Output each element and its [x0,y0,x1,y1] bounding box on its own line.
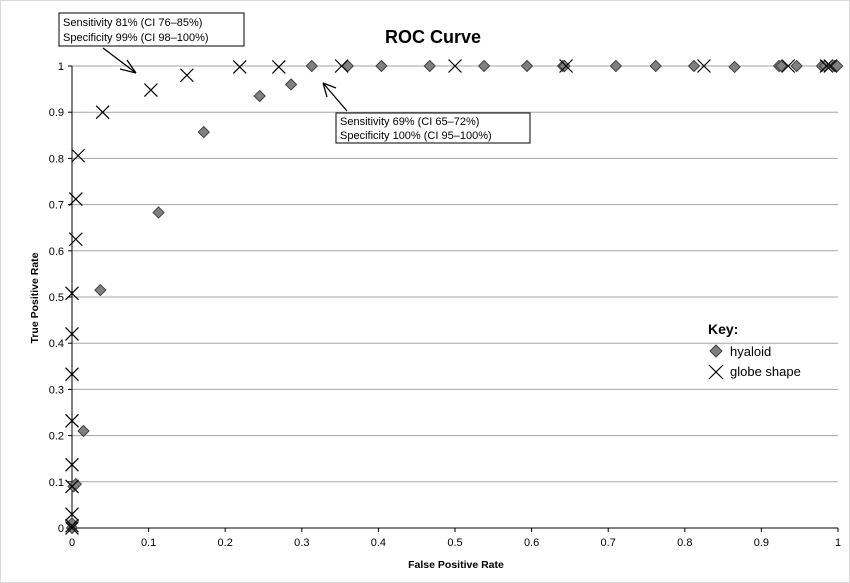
globe-shape-point-0 [65,521,79,535]
annotation-2: Sensitivity 69% (CI 65–72%) Specificity … [322,82,531,144]
hyaloid-point-4 [77,424,90,438]
globe-shape-point-2 [65,507,79,522]
annotation-2-box [335,112,531,144]
hyaloid-point-15 [520,59,534,73]
annotation-1-arrow [102,47,137,74]
annotation-1-line-1: Sensitivity 81% (CI 76–85%) [63,17,202,29]
gridlines [72,65,838,483]
series-1 [65,59,838,535]
annotation-1-line-2: Specificity 99% (CI 98–100%) [63,32,209,44]
globe-shape-point-1 [65,518,79,533]
y-tick-label-1: 0.1 [49,477,64,489]
x-tick-label-5: 0.5 [447,537,462,549]
y-tick-label-7: 0.7 [49,200,64,212]
legend-entry-globe-shape: globe shape [730,364,801,379]
x-tick-label-4: 0.4 [371,537,386,549]
globe-shape-point-7 [65,327,79,341]
hyaloid-point-13 [423,59,436,73]
y-tick-label-0: 0 [58,523,64,535]
x-tick-label-10: 1 [835,537,841,549]
globe-shape-point-9 [68,232,83,247]
globe-shape-point-23 [823,59,838,73]
globe-shape-point-10 [68,192,83,206]
y-axis-title: True Positive Rate [29,252,41,343]
y-tick-label-10: 1 [58,61,64,73]
hyaloid-point-5 [94,283,107,297]
tick-labels: 0 0.1 0.2 0.3 0.4 0.5 0.6 0.7 0.8 0.9 1 0 0.1 0.2 0.3 0… [49,61,841,549]
hyaloid-point-6 [152,206,165,219]
x-tick-label-1: 0.1 [141,537,156,549]
hyaloid-point-18 [609,59,623,73]
x-tick-label-0: 0 [69,537,75,549]
hyaloid-point-21 [728,60,741,74]
annotation-2-line-2: Specificity 100% (CI 95–100%) [340,130,492,142]
y-tick-label-3: 0.3 [49,384,64,396]
globe-shape-point-11 [71,148,86,163]
x-tick-label-7: 0.7 [601,537,616,549]
hyaloid-point-12 [375,59,388,73]
globe-shape-point-16 [271,59,286,74]
hyaloid-point-24 [790,59,803,73]
x-tick-label-2: 0.2 [218,537,233,549]
globe-shape-point-6 [65,367,79,382]
series-0 [65,59,844,535]
y-tick-label-5: 0.5 [49,292,64,304]
legend-entry-hyaloid: hyaloid [730,344,771,359]
x-tick-label-3: 0.3 [294,537,309,549]
x-tick-label-9: 0.9 [754,537,769,549]
y-tick-label-6: 0.6 [49,246,64,258]
x-tick-label-8: 0.8 [677,537,692,549]
hyaloid-point-9 [284,78,298,91]
x-tick-label-6: 0.6 [524,537,539,549]
hyaloid-point-20 [687,59,701,73]
hyaloid-point-7 [197,125,210,139]
data-series [65,59,844,535]
hyaloid-point-14 [477,59,491,73]
globe-shape-point-13 [143,83,158,97]
hyaloid-point-8 [253,89,266,103]
annotation-1: Sensitivity 81% (CI 76–85%) Specificity … [58,12,245,74]
legend: Key: hyaloid globe shape [708,321,801,380]
hyaloid-point-10 [305,59,318,73]
globe-shape-point-5 [65,413,79,428]
annotation-2-line-1: Sensitivity 69% (CI 65–72%) [340,116,479,128]
globe-shape-point-18 [448,59,462,73]
hyaloid-point-19 [649,59,662,73]
globe-shape-point-21 [781,59,796,73]
x-axis-title: False Positive Rate [408,559,504,571]
chart-title: ROC Curve [385,27,481,47]
globe-shape-point-15 [232,59,247,74]
y-tick-label-9: 0.9 [49,107,64,119]
hyaloid-point-28 [831,59,844,73]
legend-title: Key: [708,321,738,337]
y-tick-label-8: 0.8 [49,153,64,165]
globe-shape-point-17 [334,59,349,73]
axes [68,65,839,532]
globe-shape-point-12 [95,105,110,120]
globe-shape-point-3 [65,479,79,494]
globe-shape-point-19 [559,59,573,73]
y-tick-label-4: 0.4 [49,338,64,350]
globe-shape-point-22 [819,59,834,73]
globe-shape-point-20 [697,59,711,73]
globe-shape-point-8 [65,286,79,301]
legend-diamond-icon [709,344,723,358]
globe-shape-point-4 [65,457,79,472]
y-tick-label-2: 0.2 [49,431,64,443]
legend-x-icon [708,364,724,380]
annotation-2-arrow [322,82,348,112]
globe-shape-point-14 [179,68,194,83]
annotation-1-box [58,12,245,47]
hyaloid-point-23 [775,59,788,73]
